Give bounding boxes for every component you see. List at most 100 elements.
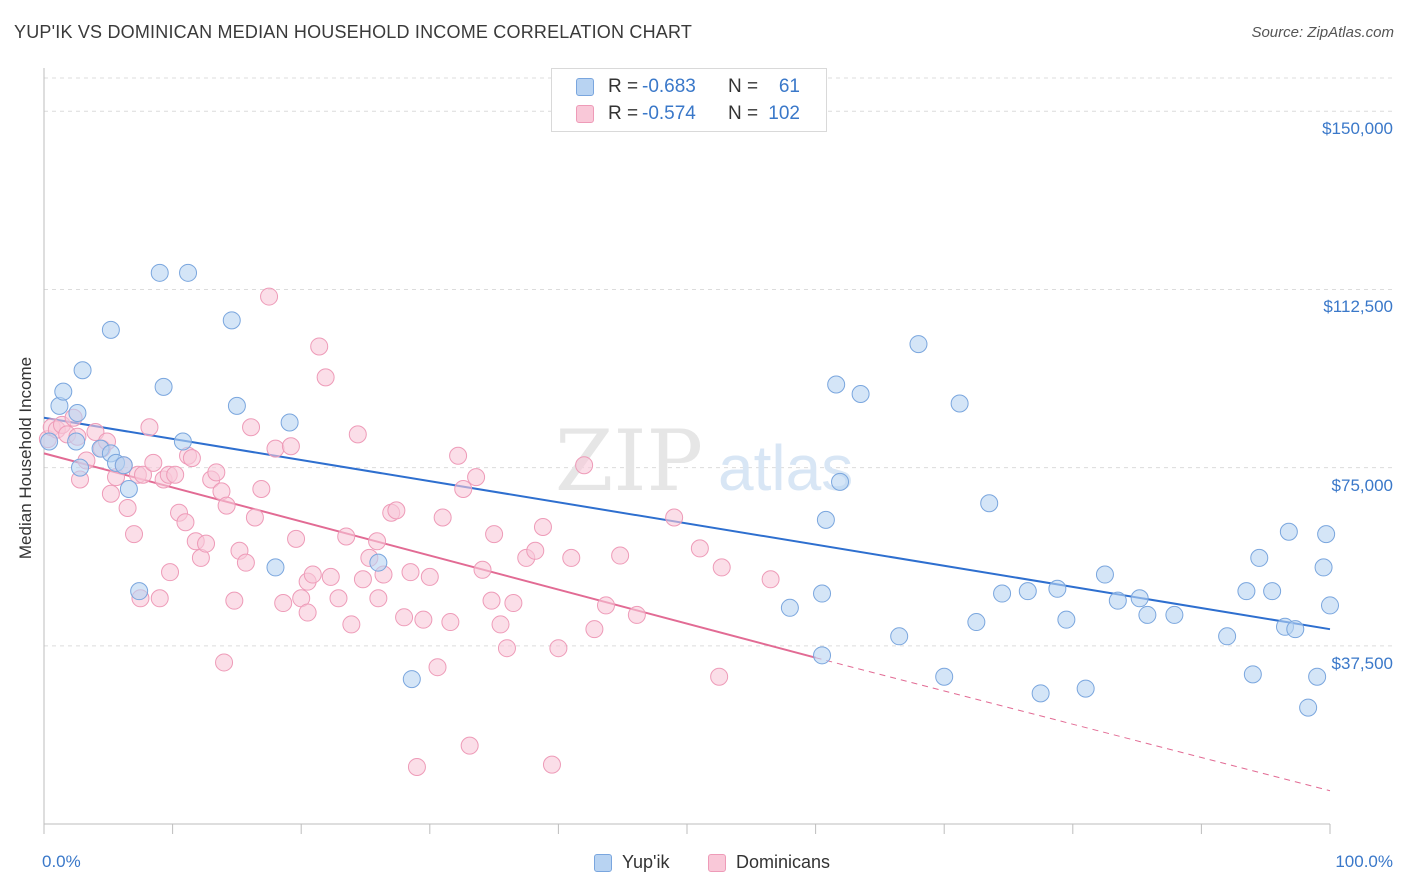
point-dominicans bbox=[125, 525, 144, 544]
point-yupik bbox=[851, 384, 870, 403]
point-dominicans bbox=[225, 591, 244, 610]
point-dominicans bbox=[266, 439, 285, 458]
point-yupik bbox=[780, 598, 799, 617]
y-tick-label: $150,000 bbox=[1322, 119, 1393, 139]
point-yupik bbox=[1218, 627, 1237, 646]
point-yupik bbox=[67, 432, 86, 451]
point-yupik bbox=[1237, 582, 1256, 601]
point-dominicans bbox=[281, 437, 300, 456]
point-yupik bbox=[1048, 579, 1067, 598]
legend-r-value: -0.574 bbox=[642, 103, 696, 124]
point-yupik bbox=[1243, 665, 1262, 684]
stats-legend: R = -0.683 N = 61 R = -0.574 N = 102 bbox=[551, 68, 827, 132]
point-dominicans bbox=[433, 508, 452, 527]
point-yupik bbox=[950, 394, 969, 413]
y-tick-label: $75,000 bbox=[1331, 475, 1393, 495]
x-tick-label-start: 0.0% bbox=[42, 852, 81, 871]
y-tick-label: $37,500 bbox=[1331, 653, 1393, 673]
point-yupik bbox=[1031, 684, 1050, 703]
point-yupik bbox=[154, 377, 173, 396]
point-dominicans bbox=[460, 736, 479, 755]
point-yupik bbox=[114, 456, 133, 475]
legend-swatch-dominicans bbox=[576, 105, 594, 123]
point-dominicans bbox=[321, 567, 340, 586]
point-dominicans bbox=[369, 589, 388, 608]
point-dominicans bbox=[176, 513, 195, 532]
point-yupik bbox=[227, 396, 246, 415]
point-dominicans bbox=[182, 449, 201, 468]
point-yupik bbox=[1076, 679, 1095, 698]
point-dominicans bbox=[428, 658, 447, 677]
point-yupik bbox=[280, 413, 299, 432]
legend-n-label: N = bbox=[728, 76, 759, 97]
legend-n-value: 61 bbox=[778, 76, 800, 97]
point-dominicans bbox=[245, 508, 264, 527]
point-dominicans bbox=[395, 608, 414, 627]
source-label: Source: ZipAtlas.com bbox=[1251, 24, 1394, 41]
point-dominicans bbox=[353, 570, 372, 589]
point-dominicans bbox=[329, 589, 348, 608]
point-dominicans bbox=[207, 463, 226, 482]
point-dominicans bbox=[260, 287, 279, 306]
point-yupik bbox=[1108, 591, 1127, 610]
point-dominicans bbox=[542, 755, 561, 774]
point-dominicans bbox=[144, 453, 163, 472]
legend-r-label: R = bbox=[608, 103, 639, 124]
point-dominicans bbox=[473, 560, 492, 579]
legend-row-dominicans: R = -0.574 N = 102 bbox=[576, 102, 800, 126]
point-dominicans bbox=[274, 594, 293, 613]
point-yupik bbox=[369, 553, 388, 572]
point-dominicans bbox=[368, 532, 387, 551]
point-dominicans bbox=[287, 529, 306, 548]
point-dominicans bbox=[134, 465, 153, 484]
point-dominicans bbox=[611, 546, 630, 565]
point-yupik bbox=[967, 613, 986, 632]
legend-item-yupik: Yup'ik bbox=[594, 852, 669, 873]
trend-extension-dominicans bbox=[815, 657, 1331, 792]
point-yupik bbox=[73, 361, 92, 380]
legend-swatch-yupik bbox=[576, 78, 594, 96]
point-dominicans bbox=[316, 368, 335, 387]
point-yupik bbox=[173, 432, 192, 451]
point-dominicans bbox=[387, 501, 406, 520]
point-dominicans bbox=[454, 480, 473, 499]
point-yupik bbox=[831, 472, 850, 491]
point-dominicans bbox=[298, 603, 317, 622]
point-yupik bbox=[1057, 610, 1076, 629]
watermark: ZIP atlas bbox=[555, 412, 853, 510]
point-yupik bbox=[1130, 589, 1149, 608]
point-dominicans bbox=[140, 418, 159, 437]
point-dominicans bbox=[197, 534, 216, 553]
point-dominicans bbox=[575, 456, 594, 475]
point-dominicans bbox=[497, 639, 516, 658]
point-yupik bbox=[68, 403, 87, 422]
point-dominicans bbox=[166, 465, 185, 484]
point-yupik bbox=[1263, 582, 1282, 601]
point-yupik bbox=[1138, 605, 1157, 624]
point-yupik bbox=[130, 582, 149, 601]
point-dominicans bbox=[596, 596, 615, 615]
legend-n-label: N = bbox=[728, 103, 759, 124]
point-yupik bbox=[1279, 522, 1298, 541]
legend-r-value: -0.683 bbox=[642, 76, 696, 97]
point-dominicans bbox=[761, 570, 780, 589]
point-yupik bbox=[119, 480, 138, 499]
point-yupik bbox=[816, 510, 835, 529]
point-dominicans bbox=[504, 594, 523, 613]
point-dominicans bbox=[348, 425, 367, 444]
point-yupik bbox=[1165, 605, 1184, 624]
point-yupik bbox=[40, 432, 59, 451]
point-yupik bbox=[1095, 565, 1114, 584]
point-dominicans bbox=[482, 591, 501, 610]
point-yupik bbox=[222, 311, 241, 330]
point-yupik bbox=[1317, 525, 1336, 544]
points-layer bbox=[38, 263, 1339, 776]
point-dominicans bbox=[549, 639, 568, 658]
point-yupik bbox=[1308, 667, 1327, 686]
point-dominicans bbox=[665, 508, 684, 527]
point-yupik bbox=[1314, 558, 1333, 577]
point-dominicans bbox=[242, 418, 261, 437]
point-dominicans bbox=[414, 610, 433, 629]
point-dominicans bbox=[252, 480, 271, 499]
point-dominicans bbox=[449, 446, 468, 465]
